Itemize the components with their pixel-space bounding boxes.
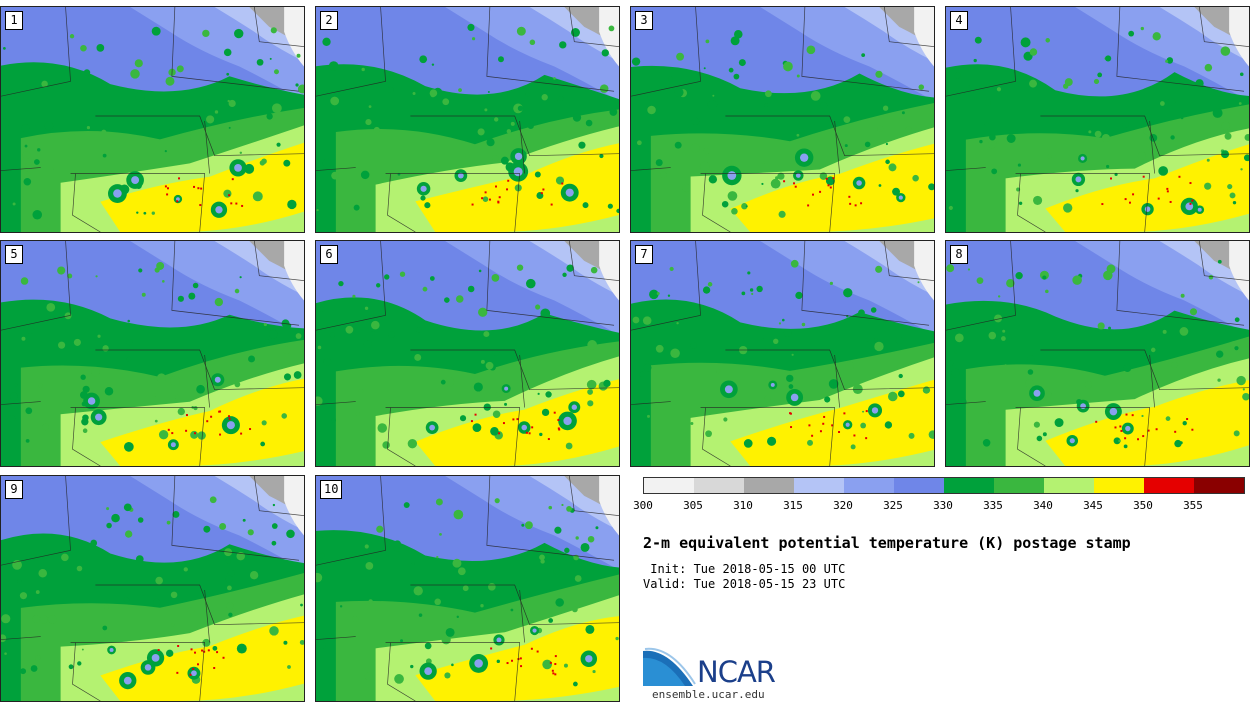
ensemble-member-panel: 5 [0,240,305,467]
colorbar-swatch [744,478,794,493]
logo-url: ensemble.ucar.edu [652,688,765,701]
member-number-label: 8 [950,245,968,264]
ensemble-member-panel: 6 [315,240,620,467]
ensemble-member-panel: 4 [945,6,1250,233]
colorbar-tick-label: 310 [733,499,753,512]
member-number-label: 1 [5,11,23,30]
colorbar-tick-label: 305 [683,499,703,512]
colorbar-tick-label: 335 [983,499,1003,512]
colorbar-tick-label: 330 [933,499,953,512]
ensemble-member-panel: 1 [0,6,305,233]
chart-title: 2-m equivalent potential temperature (K)… [643,534,1131,552]
colorbar-tick-label: 315 [783,499,803,512]
logo-text: NCAR [697,655,776,689]
colorbar-swatch [944,478,994,493]
colorbar-tick-label: 355 [1183,499,1203,512]
valid-time: Valid: Tue 2018-05-15 23 UTC [643,577,846,591]
colorbar-tick-label: 320 [833,499,853,512]
colorbar-swatch [994,478,1044,493]
init-time: Init: Tue 2018-05-15 00 UTC [643,562,846,576]
colorbar-swatch [1044,478,1094,493]
colorbar-swatch [644,478,694,493]
colorbar-swatch [694,478,744,493]
colorbar-swatch [844,478,894,493]
colorbar-tick-label: 325 [883,499,903,512]
colorbar-swatch [1194,478,1244,493]
ncar-logo-icon [643,647,696,686]
member-number-label: 3 [635,11,653,30]
colorbar [643,477,1245,494]
member-number-label: 10 [320,480,343,499]
colorbar-swatch [1144,478,1194,493]
colorbar-tick-label: 340 [1033,499,1053,512]
colorbar-tick-label: 350 [1133,499,1153,512]
ensemble-member-panel: 8 [945,240,1250,467]
colorbar-swatch [794,478,844,493]
member-number-label: 2 [320,11,338,30]
member-number-label: 6 [320,245,338,264]
colorbar-swatch [1094,478,1144,493]
member-number-label: 4 [950,11,968,30]
member-number-label: 5 [5,245,23,264]
member-number-label: 9 [5,480,23,499]
ensemble-member-panel: 2 [315,6,620,233]
ensemble-member-panel: 9 [0,475,305,702]
ensemble-member-panel: 7 [630,240,935,467]
colorbar-tick-label: 345 [1083,499,1103,512]
ensemble-member-panel: 10 [315,475,620,702]
ensemble-member-panel: 3 [630,6,935,233]
colorbar-swatch [894,478,944,493]
colorbar-tick-label: 300 [633,499,653,512]
member-number-label: 7 [635,245,653,264]
